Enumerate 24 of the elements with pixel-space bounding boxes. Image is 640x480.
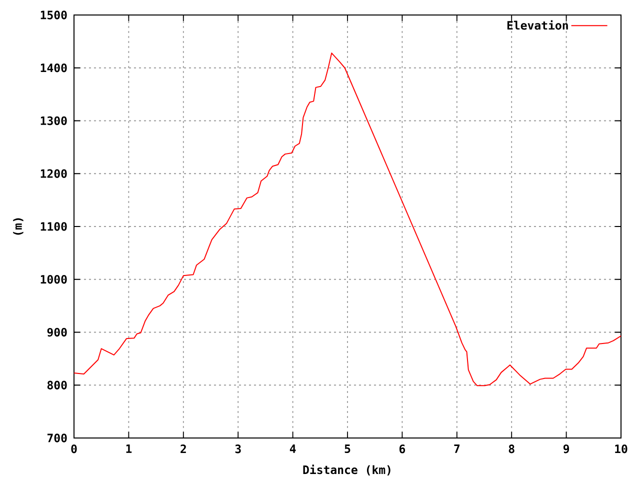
line-series [74, 52, 622, 386]
x-tick-label: 5 [344, 444, 350, 454]
x-tick-label: 4 [290, 444, 296, 453]
x-tick-label: 3 [235, 444, 241, 454]
x-tick-label: 6 [399, 444, 406, 454]
x-axis-title: Distance (km) [303, 464, 390, 476]
y-tick-label: 1300 [40, 116, 67, 126]
x-tick-label: 8 [508, 444, 514, 454]
x-tick-label: 0 [71, 444, 77, 454]
y-tick-label: 700 [47, 434, 67, 442]
x-tick-label: 7 [454, 444, 460, 453]
text: Elevation [507, 20, 568, 30]
y-tick-label: 1500 [40, 10, 67, 20]
x-tick-label: 10 [615, 444, 628, 454]
x-tick-label: 9 [563, 444, 570, 454]
y-tick-label: 1000 [40, 275, 67, 284]
y-tick-label: 1200 [40, 169, 67, 178]
y-tick-label: 1400 [40, 64, 67, 72]
y-tick-label: 1100 [40, 222, 67, 231]
y-tick-label: 900 [47, 328, 67, 337]
y-tick-label: 800 [47, 380, 67, 390]
x-tick-label: 1 [126, 444, 132, 453]
x-tick-label: 2 [180, 444, 186, 454]
y-axis-title: (m) [13, 218, 24, 235]
